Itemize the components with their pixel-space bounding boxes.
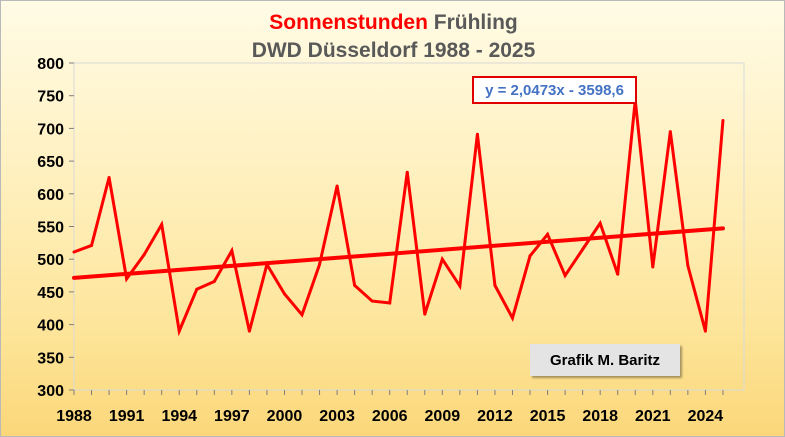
y-tick-label: 450: [37, 285, 64, 302]
data-point: [282, 292, 286, 296]
plot-area: [73, 62, 745, 391]
y-axis-ticks: 300 350 400 450 500 550 600 650 700 750 800: [37, 56, 74, 400]
data-point: [265, 262, 269, 266]
y-tick-label: 500: [37, 252, 64, 269]
x-tick-label: 1994: [161, 408, 197, 425]
y-tick-label: 600: [37, 187, 64, 204]
y-tick-label: 800: [37, 56, 64, 73]
series-line: [73, 100, 725, 337]
x-axis-ticks: 1988 1991 1994 1997 2000 2003 2006 2009 2012 2015…: [56, 390, 724, 425]
y-tick-label: 550: [37, 220, 64, 237]
data-point: [581, 247, 585, 251]
data-point: [107, 175, 111, 179]
data-point: [177, 329, 181, 333]
data-point: [616, 272, 620, 276]
data-point: [335, 184, 339, 188]
data-point: [300, 313, 304, 317]
x-tick-label: 2015: [530, 408, 566, 425]
data-point: [353, 283, 357, 287]
series-layer: [72, 98, 725, 337]
data-point: [703, 329, 707, 333]
data-point: [160, 223, 164, 227]
data-point: [510, 316, 514, 320]
data-point: [195, 287, 199, 291]
plot-border: [73, 62, 745, 391]
x-tick-label: 2012: [477, 408, 513, 425]
data-point: [686, 264, 690, 268]
y-tick-label: 750: [37, 89, 64, 106]
data-point: [318, 262, 322, 266]
data-point: [405, 170, 409, 174]
data-point: [212, 279, 216, 283]
x-tick-label: 2003: [319, 408, 355, 425]
x-tick-label: 2000: [267, 408, 303, 425]
data-point: [528, 254, 532, 258]
x-tick-label: 2021: [635, 408, 671, 425]
x-tick-label: 1991: [109, 408, 145, 425]
chart-title: Sonnenstunden Frühling DWD Düsseldorf 19…: [1, 9, 784, 65]
data-point: [668, 130, 672, 134]
data-point: [458, 284, 462, 288]
data-point: [651, 265, 655, 269]
data-point: [721, 119, 725, 123]
data-point: [72, 250, 76, 254]
title-fruehling: Frühling: [427, 11, 518, 34]
x-tick-label: 1997: [214, 408, 250, 425]
data-point: [247, 329, 251, 333]
data-point: [142, 253, 146, 257]
data-point: [475, 132, 479, 136]
y-tick-label: 350: [37, 350, 64, 367]
data-point: [90, 243, 94, 247]
data-point: [423, 312, 427, 316]
data-point: [563, 274, 567, 278]
trendline-layer: [72, 226, 725, 280]
x-tick-label: 2024: [688, 408, 724, 425]
data-point: [546, 232, 550, 236]
title-line-2: DWD Düsseldorf 1988 - 2025: [251, 39, 536, 62]
title-sonnenstunden: Sonnenstunden: [269, 11, 428, 34]
y-tick-label: 650: [37, 154, 64, 171]
x-tick-label: 2009: [425, 408, 461, 425]
data-point: [388, 301, 392, 305]
data-point: [370, 299, 374, 303]
x-tick-label: 1988: [56, 408, 92, 425]
trendline: [72, 226, 725, 280]
y-tick-label: 300: [37, 383, 64, 400]
credit-label: Grafik M. Baritz: [530, 344, 680, 376]
title-line-1: Sonnenstunden Frühling: [1, 9, 784, 37]
data-point: [230, 249, 234, 253]
data-point: [125, 277, 129, 281]
y-tick-label: 700: [37, 121, 64, 138]
data-point: [440, 257, 444, 261]
data-point: [598, 221, 602, 225]
x-tick-label: 2018: [582, 408, 618, 425]
data-point: [493, 283, 497, 287]
trendline-equation: y = 2,0473x - 3598,6: [472, 76, 637, 104]
y-tick-label: 400: [37, 318, 64, 335]
x-tick-label: 2006: [372, 408, 408, 425]
